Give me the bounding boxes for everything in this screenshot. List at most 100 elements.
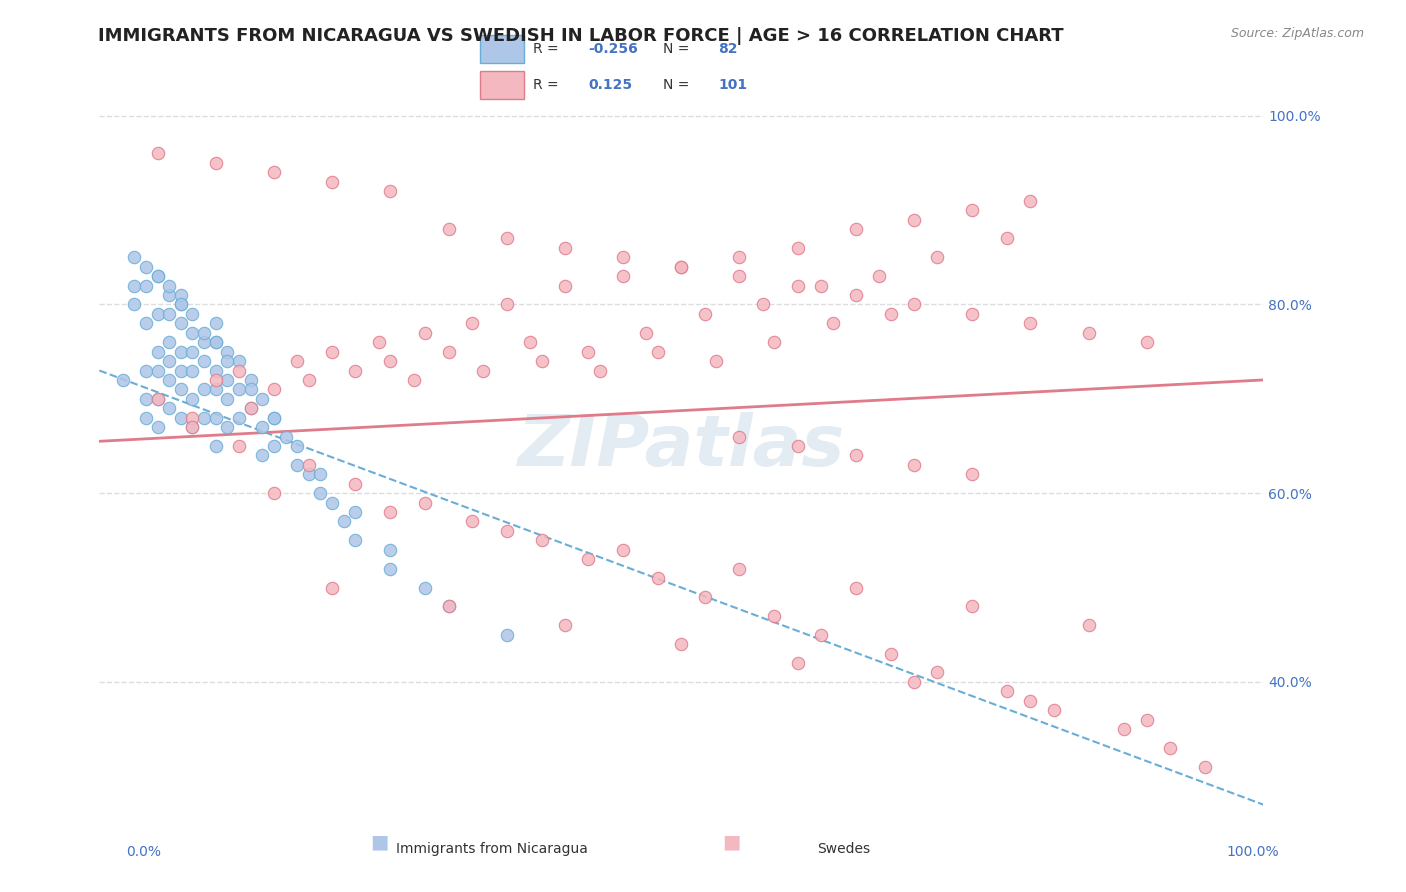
Point (217, 420, 239, 434)
Point (309, 486, 332, 500)
Point (298, 373, 321, 387)
Point (1136, 335, 1159, 350)
Point (461, 515, 484, 529)
Point (903, 212, 925, 227)
Point (146, 344, 169, 359)
Text: ZIPatlas: ZIPatlas (517, 411, 845, 481)
Point (763, 608, 786, 623)
Point (157, 307, 180, 321)
Point (309, 467, 332, 482)
Point (204, 439, 226, 453)
Point (181, 410, 204, 425)
Text: ■: ■ (721, 833, 741, 852)
Point (181, 363, 204, 377)
Point (170, 383, 193, 397)
Point (321, 344, 343, 359)
Point (285, 439, 308, 453)
Bar (481, 71, 523, 99)
Point (752, 297, 775, 311)
Point (263, 486, 285, 500)
Point (927, 665, 949, 680)
Point (437, 599, 460, 614)
Point (786, 241, 808, 255)
Point (589, 363, 612, 377)
Point (263, 410, 285, 425)
Point (333, 515, 356, 529)
Point (576, 552, 599, 566)
Point (519, 335, 541, 350)
Point (263, 383, 285, 397)
Point (693, 307, 716, 321)
Point (903, 458, 925, 472)
Point (380, 184, 402, 198)
Point (704, 354, 727, 368)
Point (437, 344, 460, 359)
Point (763, 335, 786, 350)
Point (170, 410, 193, 425)
Point (135, 410, 157, 425)
Point (995, 684, 1018, 698)
Point (647, 571, 669, 585)
Point (402, 373, 425, 387)
Point (880, 307, 903, 321)
Point (146, 392, 169, 406)
Point (170, 297, 193, 311)
Text: 82: 82 (718, 42, 738, 56)
Point (204, 335, 226, 350)
Point (181, 344, 204, 359)
Point (612, 250, 634, 264)
Point (217, 392, 239, 406)
Point (962, 467, 984, 482)
Point (437, 222, 460, 236)
Point (263, 439, 285, 453)
Point (321, 495, 343, 509)
Point (170, 297, 193, 311)
Point (495, 297, 517, 311)
Point (204, 383, 226, 397)
Point (124, 278, 146, 293)
Point (146, 269, 169, 284)
Point (786, 278, 808, 293)
Point (263, 165, 285, 179)
Text: R =: R = (533, 78, 562, 92)
Point (217, 354, 239, 368)
Point (239, 401, 262, 416)
Point (845, 288, 868, 302)
Text: N =: N = (662, 42, 693, 56)
Point (903, 297, 925, 311)
Point (217, 373, 239, 387)
Point (728, 429, 751, 443)
Point (135, 260, 157, 274)
Point (135, 363, 157, 377)
Point (204, 373, 226, 387)
Point (576, 344, 599, 359)
Point (413, 495, 436, 509)
Text: N =: N = (662, 78, 693, 92)
Point (461, 316, 484, 330)
Point (170, 344, 193, 359)
Point (252, 420, 274, 434)
Point (636, 326, 658, 340)
Point (204, 156, 226, 170)
Point (170, 363, 193, 377)
Point (204, 335, 226, 350)
Point (1112, 722, 1135, 736)
Point (995, 231, 1018, 245)
Point (181, 326, 204, 340)
Point (274, 429, 297, 443)
Point (193, 354, 215, 368)
Point (1077, 326, 1099, 340)
Point (193, 335, 215, 350)
Point (157, 373, 180, 387)
Point (170, 288, 193, 302)
Point (380, 505, 402, 519)
Point (1077, 618, 1099, 632)
Point (530, 354, 553, 368)
Text: 0.0%: 0.0% (127, 846, 162, 859)
Point (344, 476, 367, 491)
Point (728, 562, 751, 576)
Point (204, 316, 226, 330)
Text: 0.125: 0.125 (589, 78, 633, 92)
Point (728, 269, 751, 284)
Point (252, 392, 274, 406)
